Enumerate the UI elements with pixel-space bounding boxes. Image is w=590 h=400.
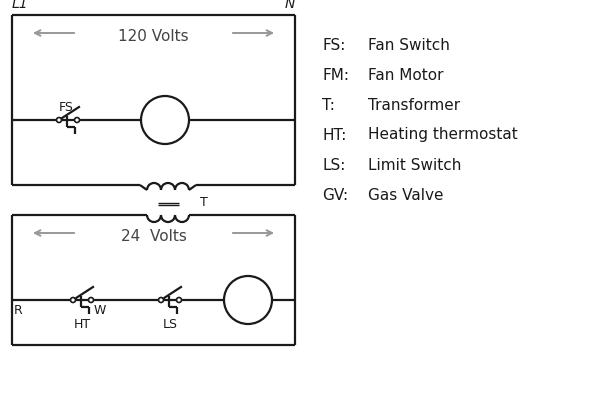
Text: LS:: LS:: [322, 158, 345, 172]
Text: HT:: HT:: [322, 128, 346, 142]
Circle shape: [70, 298, 76, 302]
Circle shape: [88, 298, 93, 302]
Text: FS:: FS:: [322, 38, 345, 52]
Text: T: T: [200, 196, 208, 209]
Text: Limit Switch: Limit Switch: [368, 158, 461, 172]
Text: HT: HT: [73, 318, 90, 331]
Text: Heating thermostat: Heating thermostat: [368, 128, 518, 142]
Text: LS: LS: [162, 318, 178, 331]
Text: FM: FM: [156, 114, 174, 126]
Text: 24  Volts: 24 Volts: [120, 229, 186, 244]
Circle shape: [224, 276, 272, 324]
Circle shape: [141, 96, 189, 144]
Circle shape: [74, 118, 80, 122]
Circle shape: [159, 298, 163, 302]
Text: Gas Valve: Gas Valve: [368, 188, 444, 202]
Text: FS: FS: [59, 101, 74, 114]
Text: L1: L1: [12, 0, 29, 11]
Text: Fan Motor: Fan Motor: [368, 68, 444, 82]
Text: Fan Switch: Fan Switch: [368, 38, 450, 52]
Text: R: R: [14, 304, 23, 317]
Text: Transformer: Transformer: [368, 98, 460, 112]
Circle shape: [176, 298, 182, 302]
Text: FM:: FM:: [322, 68, 349, 82]
Text: GV: GV: [239, 294, 257, 306]
Text: GV:: GV:: [322, 188, 348, 202]
Circle shape: [57, 118, 61, 122]
Text: N: N: [284, 0, 295, 11]
Text: W: W: [94, 304, 106, 317]
Text: T:: T:: [322, 98, 335, 112]
Text: 120 Volts: 120 Volts: [118, 29, 189, 44]
